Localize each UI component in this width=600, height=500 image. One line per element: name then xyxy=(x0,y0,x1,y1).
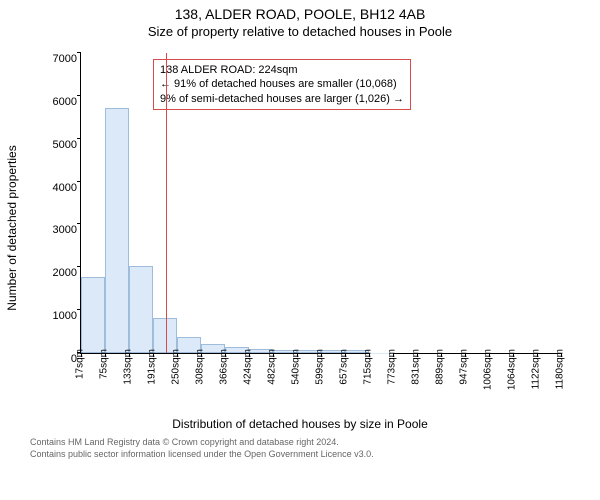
x-tick-label: 424sqm xyxy=(243,349,254,385)
x-tick-label: 366sqm xyxy=(219,349,230,385)
x-tick-label: 947sqm xyxy=(459,349,470,385)
histogram-bar xyxy=(129,266,153,353)
footer-line-2: Contains public sector information licen… xyxy=(30,449,600,461)
annotation-box: 138 ALDER ROAD: 224sqm← 91% of detached … xyxy=(153,59,411,110)
plot-region: 138 ALDER ROAD: 224sqm← 91% of detached … xyxy=(80,53,561,354)
y-tick-mark xyxy=(77,181,81,182)
x-tick-label: 482sqm xyxy=(267,349,278,385)
y-tick-label: 4000 xyxy=(41,182,77,194)
x-tick-label: 75sqm xyxy=(99,349,110,379)
x-tick-label: 715sqm xyxy=(363,349,374,385)
x-tick-label: 133sqm xyxy=(123,349,134,385)
property-marker-line xyxy=(166,53,167,353)
x-tick-label: 250sqm xyxy=(171,349,182,385)
y-tick-label: 1000 xyxy=(41,310,77,322)
y-tick-label: 5000 xyxy=(41,139,77,151)
y-tick-label: 3000 xyxy=(41,224,77,236)
annotation-line: ← 91% of detached houses are smaller (10… xyxy=(160,77,404,91)
y-tick-mark xyxy=(77,52,81,53)
x-tick-label: 1064sqm xyxy=(507,349,518,390)
histogram-bar xyxy=(105,108,129,353)
x-tick-label: 1180sqm xyxy=(555,349,566,389)
y-tick-mark xyxy=(77,223,81,224)
x-tick-label: 540sqm xyxy=(291,349,302,385)
x-tick-label: 599sqm xyxy=(315,349,326,385)
x-tick-label: 657sqm xyxy=(339,349,350,385)
y-tick-mark xyxy=(77,95,81,96)
x-tick-label: 308sqm xyxy=(195,349,206,385)
x-tick-label: 17sqm xyxy=(75,349,86,379)
chart-title: 138, ALDER ROAD, POOLE, BH12 4AB xyxy=(0,6,600,22)
y-tick-label: 6000 xyxy=(41,96,77,108)
y-tick-label: 7000 xyxy=(41,53,77,65)
y-axis-label: Number of detached properties xyxy=(5,145,19,310)
y-tick-label: 0 xyxy=(41,353,77,365)
x-tick-label: 1006sqm xyxy=(483,349,494,390)
x-tick-label: 191sqm xyxy=(147,349,158,385)
x-tick-label: 773sqm xyxy=(387,349,398,385)
annotation-line: 138 ALDER ROAD: 224sqm xyxy=(160,63,404,77)
x-axis-label: Distribution of detached houses by size … xyxy=(0,417,600,431)
y-tick-mark xyxy=(77,266,81,267)
y-tick-label: 2000 xyxy=(41,267,77,279)
chart-area: Number of detached properties 138 ALDER … xyxy=(20,43,580,413)
annotation-line: 9% of semi-detached houses are larger (1… xyxy=(160,92,404,106)
histogram-bar xyxy=(81,277,105,353)
footer-credits: Contains HM Land Registry data © Crown c… xyxy=(30,437,600,460)
y-tick-mark xyxy=(77,138,81,139)
x-tick-label: 889sqm xyxy=(435,349,446,385)
chart-subtitle: Size of property relative to detached ho… xyxy=(0,24,600,39)
histogram-bar xyxy=(153,318,177,353)
footer-line-1: Contains HM Land Registry data © Crown c… xyxy=(30,437,600,449)
x-tick-label: 1122sqm xyxy=(531,349,542,389)
x-tick-label: 831sqm xyxy=(411,349,422,385)
